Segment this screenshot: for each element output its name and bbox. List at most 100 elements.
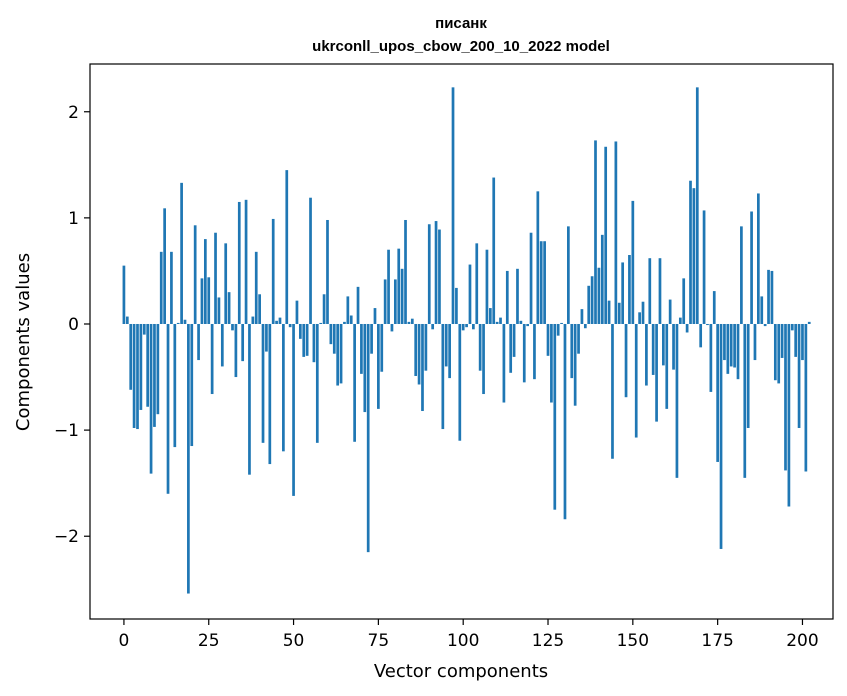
bar-154 xyxy=(645,323,648,386)
bar-102 xyxy=(468,264,472,324)
bar-139 xyxy=(594,140,597,324)
bar-21 xyxy=(193,225,197,324)
bar-166 xyxy=(685,323,689,333)
bar-77 xyxy=(383,279,387,324)
bar-1 xyxy=(125,316,129,324)
bar-54 xyxy=(305,323,309,356)
x-tick-label: 175 xyxy=(701,631,733,651)
bar-137 xyxy=(587,285,591,324)
bar-66 xyxy=(346,296,350,324)
bar-169 xyxy=(695,87,699,324)
bar-182 xyxy=(740,226,743,324)
bar-84 xyxy=(407,321,411,324)
bar-148 xyxy=(624,323,628,398)
bar-129 xyxy=(560,322,563,324)
bar-73 xyxy=(370,323,373,354)
bar-185 xyxy=(750,211,753,324)
bar-116 xyxy=(516,268,519,324)
bar-197 xyxy=(790,323,794,331)
bar-59 xyxy=(322,294,326,324)
bar-22 xyxy=(197,323,200,361)
bar-132 xyxy=(570,323,574,379)
bar-87 xyxy=(417,323,421,385)
bar-190 xyxy=(767,269,770,324)
bar-188 xyxy=(760,296,764,324)
plot-frame xyxy=(89,63,834,620)
bar-11 xyxy=(159,251,163,324)
bar-82 xyxy=(400,268,404,324)
bar-23 xyxy=(200,278,204,324)
y-axis-label: Components values xyxy=(13,253,34,431)
bar-25 xyxy=(207,277,211,324)
bar-68 xyxy=(353,323,356,442)
bar-90 xyxy=(427,224,431,324)
bar-100 xyxy=(461,323,465,331)
bar-44 xyxy=(271,218,275,324)
bar-60 xyxy=(326,219,329,324)
bar-67 xyxy=(349,315,353,324)
bar-95 xyxy=(444,323,448,367)
bar-131 xyxy=(567,226,570,324)
bar-86 xyxy=(414,323,418,376)
bar-42 xyxy=(265,323,268,352)
bar-93 xyxy=(438,229,441,324)
bar-189 xyxy=(763,323,767,327)
bar-143 xyxy=(607,300,611,324)
bar-158 xyxy=(658,258,662,324)
bar-142 xyxy=(604,146,608,324)
x-tick-label: 0 xyxy=(119,631,130,651)
bar-92 xyxy=(434,221,438,324)
bar-34 xyxy=(237,201,241,324)
bar-161 xyxy=(668,299,672,324)
bar-164 xyxy=(678,317,682,324)
bar-48 xyxy=(285,170,289,324)
bar-172 xyxy=(706,323,709,326)
bar-91 xyxy=(431,323,435,330)
bar-126 xyxy=(550,323,553,403)
bar-3 xyxy=(132,323,136,428)
bar-24 xyxy=(203,239,207,324)
x-tick-label: 150 xyxy=(617,631,649,651)
bar-104 xyxy=(475,243,479,324)
bar-78 xyxy=(387,249,390,324)
bar-179 xyxy=(729,323,733,367)
bar-201 xyxy=(804,323,808,472)
bar-18 xyxy=(183,319,187,324)
bar-51 xyxy=(295,300,299,324)
bar-111 xyxy=(499,317,502,324)
bar-160 xyxy=(665,323,669,409)
bar-186 xyxy=(753,323,757,361)
bar-135 xyxy=(580,309,584,324)
bar-89 xyxy=(424,323,428,371)
x-ticks-group: 0 25 50 75 100 125 150 175 200 xyxy=(119,619,819,651)
x-tick-label: 100 xyxy=(447,631,479,651)
bar-115 xyxy=(512,323,516,357)
bar-36 xyxy=(244,199,248,324)
bar-71 xyxy=(363,323,367,413)
bar-65 xyxy=(343,321,346,324)
bar-119 xyxy=(526,323,530,327)
bar-202 xyxy=(807,321,811,324)
bar-167 xyxy=(689,180,692,324)
bar-61 xyxy=(329,323,333,345)
bar-83 xyxy=(404,219,407,324)
bar-30 xyxy=(224,243,228,324)
y-tick-label: 0 xyxy=(68,315,79,335)
bar-72 xyxy=(366,323,370,553)
x-tick-label: 125 xyxy=(532,631,564,651)
bar-94 xyxy=(441,323,445,430)
bar-0 xyxy=(122,265,126,324)
bar-195 xyxy=(784,323,787,471)
bar-97 xyxy=(451,87,455,324)
bar-108 xyxy=(488,308,492,324)
bar-110 xyxy=(495,321,499,324)
bar-19 xyxy=(187,323,190,594)
bar-114 xyxy=(509,323,513,373)
bar-33 xyxy=(234,323,238,378)
bar-12 xyxy=(163,208,166,324)
bar-192 xyxy=(773,323,777,381)
bar-49 xyxy=(288,323,292,328)
bar-10 xyxy=(156,323,160,415)
bar-47 xyxy=(282,323,285,452)
